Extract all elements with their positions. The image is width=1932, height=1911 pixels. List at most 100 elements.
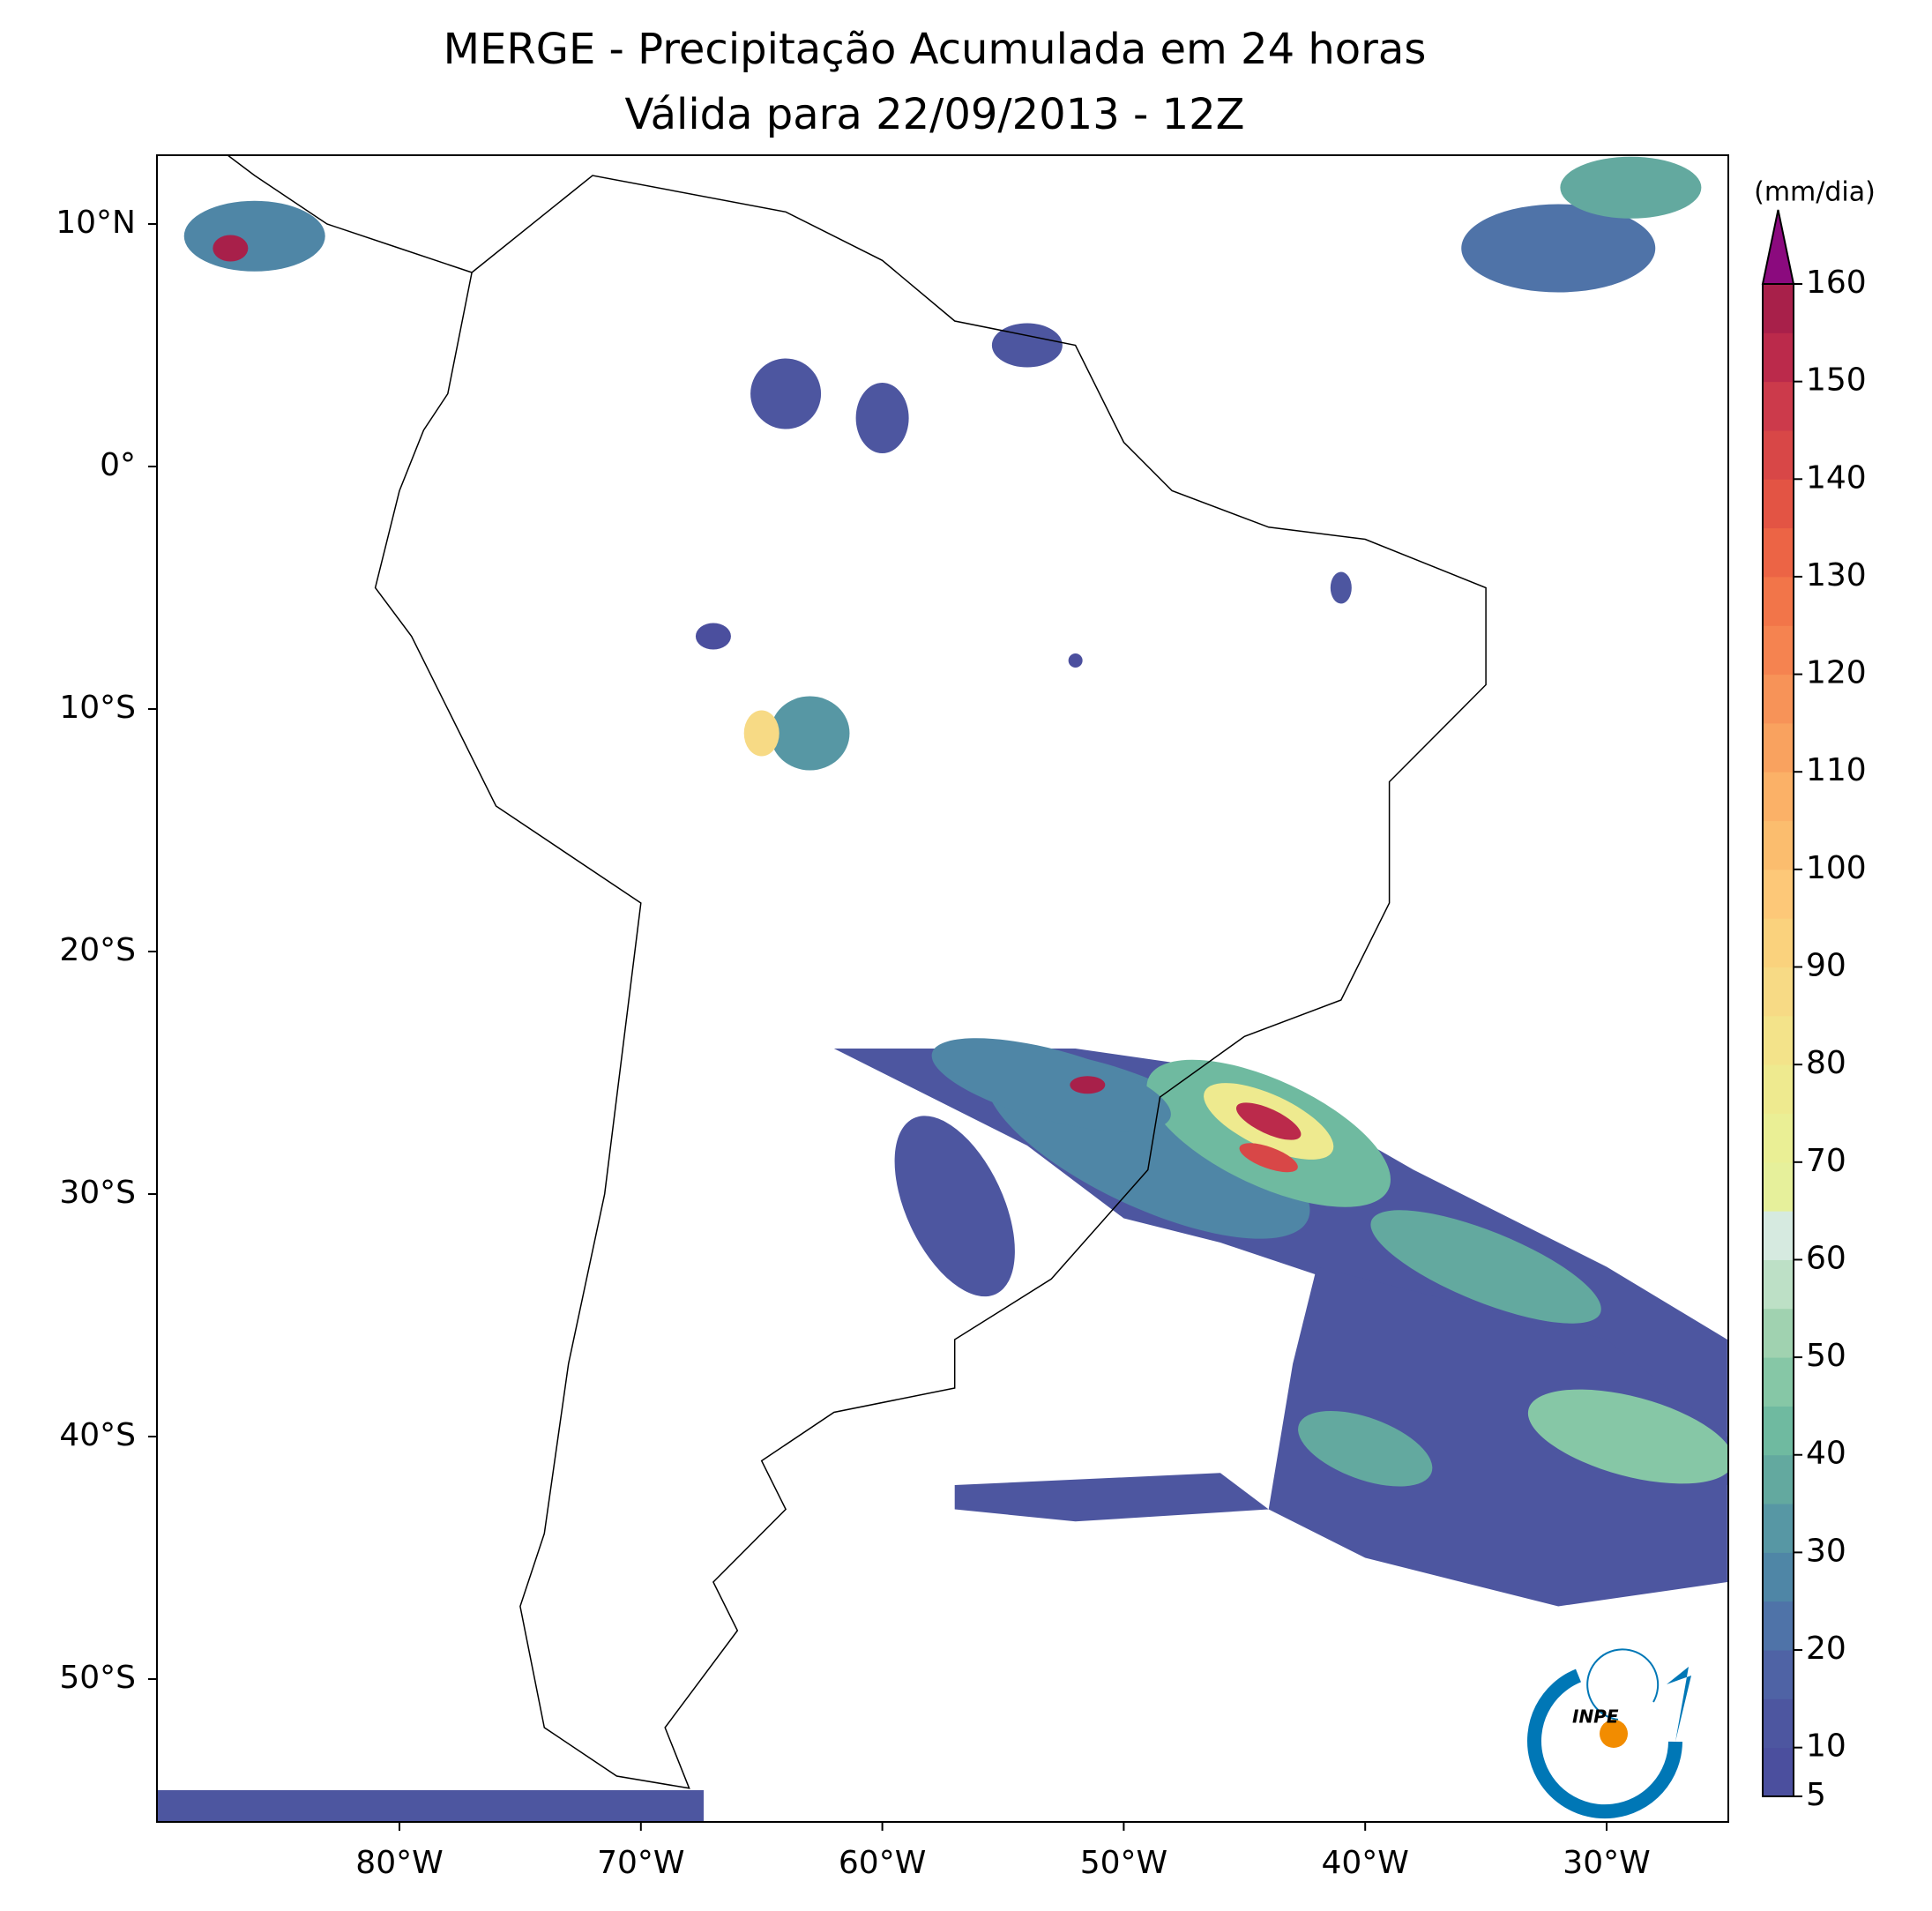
inpe-logo: INPE bbox=[1527, 1648, 1691, 1819]
colorbar-band bbox=[1763, 1357, 1794, 1407]
colorbar-band bbox=[1763, 820, 1794, 870]
colorbar-band bbox=[1763, 1015, 1794, 1065]
x-tick-label: 40°W bbox=[1321, 1845, 1408, 1881]
colorbar-band bbox=[1763, 527, 1794, 578]
colorbar-band bbox=[1763, 1650, 1794, 1699]
title: MERGE - Precipitação Acumulada em 24 hor… bbox=[444, 25, 1427, 74]
rain-area bbox=[1527, 1389, 1728, 1484]
rain-area bbox=[750, 358, 822, 429]
colorbar-tick-label: 160 bbox=[1806, 265, 1867, 301]
colorbar-band bbox=[1763, 381, 1794, 431]
rain-area bbox=[1370, 1210, 1601, 1324]
rain-area bbox=[157, 1790, 704, 1822]
colorbar-tick-label: 130 bbox=[1806, 557, 1867, 593]
rain-area bbox=[695, 623, 731, 650]
logo-arrow bbox=[1667, 1667, 1691, 1742]
rain-area bbox=[855, 383, 909, 453]
colorbar-tick-label: 5 bbox=[1806, 1777, 1826, 1813]
rain-area bbox=[743, 710, 780, 757]
colorbar-band bbox=[1763, 1259, 1794, 1310]
rain-band bbox=[954, 1473, 1269, 1522]
x-tick-label: 80°W bbox=[355, 1845, 443, 1881]
y-tick-label: 20°S bbox=[59, 932, 136, 968]
rain-area bbox=[1461, 204, 1656, 293]
x-tick-label: 70°W bbox=[597, 1845, 684, 1881]
rain-band bbox=[1268, 1266, 1727, 1607]
colorbar-band bbox=[1763, 1454, 1794, 1504]
rain-area bbox=[213, 235, 249, 262]
colorbar-band bbox=[1763, 1552, 1794, 1602]
colorbar-band bbox=[1763, 429, 1794, 480]
colorbar-band bbox=[1763, 674, 1794, 724]
colorbar-band bbox=[1763, 1747, 1794, 1797]
logo-sun bbox=[1600, 1720, 1628, 1748]
colorbar-band bbox=[1763, 1211, 1794, 1260]
colorbar-band bbox=[1763, 967, 1794, 1017]
x-tick-label: 50°W bbox=[1080, 1845, 1167, 1881]
colorbar-band bbox=[1763, 332, 1794, 383]
rain-area bbox=[931, 1038, 1171, 1132]
colorbar-tick-label: 30 bbox=[1806, 1533, 1846, 1569]
rain-area bbox=[1560, 156, 1702, 219]
colorbar-tick-label: 140 bbox=[1806, 459, 1867, 496]
rain-area bbox=[183, 200, 325, 272]
colorbar-band bbox=[1763, 869, 1794, 919]
y-tick-label: 50°S bbox=[59, 1660, 136, 1696]
colorbar-tick-label: 10 bbox=[1806, 1728, 1846, 1765]
colorbar-tick-label: 50 bbox=[1806, 1338, 1846, 1374]
colorbar-band bbox=[1763, 479, 1794, 529]
colorbar-band bbox=[1763, 576, 1794, 626]
colorbar-tick-label: 80 bbox=[1806, 1045, 1846, 1081]
colorbar-tick-label: 90 bbox=[1806, 948, 1846, 984]
y-tick-label: 10°N bbox=[56, 205, 136, 241]
colorbar-band bbox=[1763, 1406, 1794, 1456]
logo-text: INPE bbox=[1572, 1706, 1619, 1728]
colorbar-tick-label: 120 bbox=[1806, 655, 1867, 691]
rain-area bbox=[1298, 1410, 1433, 1487]
colorbar-tick-label: 100 bbox=[1806, 850, 1867, 886]
logo-arc bbox=[1527, 1668, 1682, 1819]
colorbar-tick-label: 20 bbox=[1806, 1631, 1846, 1667]
colorbar-band bbox=[1763, 1698, 1794, 1749]
colorbar-tick-label: 150 bbox=[1806, 362, 1867, 399]
y-tick-label: 0° bbox=[100, 447, 136, 483]
colorbar-band bbox=[1763, 1504, 1794, 1553]
rain-area bbox=[991, 323, 1063, 368]
rain-area bbox=[894, 1116, 1015, 1297]
rain-area bbox=[770, 696, 850, 771]
colorbar-band bbox=[1763, 772, 1794, 822]
colorbar-band bbox=[1763, 1601, 1794, 1651]
rain-area bbox=[1235, 1102, 1302, 1140]
y-tick-label: 30°S bbox=[59, 1175, 136, 1211]
y-tick-label: 10°S bbox=[59, 690, 136, 726]
colorbar-band bbox=[1763, 625, 1794, 676]
x-tick-label: 60°W bbox=[839, 1845, 926, 1881]
map-area bbox=[157, 155, 1728, 1822]
colorbar-band bbox=[1763, 284, 1794, 333]
colorbar-band bbox=[1763, 1308, 1794, 1358]
colorbar-tick-label: 70 bbox=[1806, 1143, 1846, 1179]
x-tick-label: 30°W bbox=[1563, 1845, 1650, 1881]
colorbar-frame bbox=[1762, 283, 1794, 1797]
rain-area bbox=[1330, 571, 1352, 604]
plot-frame bbox=[156, 154, 1729, 1823]
colorbar-band bbox=[1763, 1064, 1794, 1114]
rain-area bbox=[1239, 1143, 1298, 1173]
colorbar-band bbox=[1763, 722, 1794, 773]
colorbar-band bbox=[1763, 918, 1794, 968]
rain-area bbox=[1070, 1076, 1106, 1094]
logo-orbit bbox=[1586, 1648, 1660, 1721]
colorbar-tick-label: 40 bbox=[1806, 1436, 1846, 1472]
y-tick-label: 40°S bbox=[59, 1417, 136, 1453]
coastline bbox=[226, 155, 473, 273]
colorbar-unit: (mm/dia) bbox=[1754, 177, 1876, 208]
rain-area bbox=[1068, 653, 1083, 668]
colorbar-band bbox=[1763, 1113, 1794, 1163]
colorbar-tick-label: 60 bbox=[1806, 1240, 1846, 1276]
colorbar-band bbox=[1763, 1161, 1794, 1212]
coastline bbox=[374, 175, 1487, 1789]
subtitle: Válida para 22/09/2013 - 12Z bbox=[624, 90, 1244, 139]
colorbar-tick-label: 110 bbox=[1806, 752, 1867, 788]
